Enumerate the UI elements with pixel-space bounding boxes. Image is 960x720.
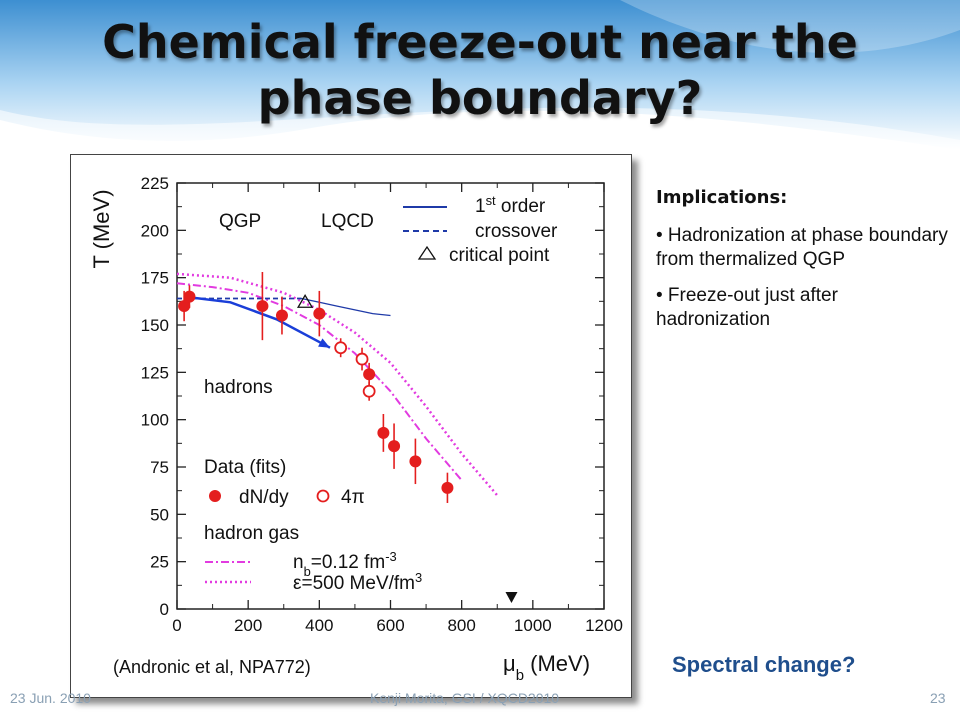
arrow-head bbox=[318, 338, 331, 348]
hadrons-label: hadrons bbox=[204, 377, 273, 398]
legend-crossover: crossover bbox=[475, 221, 558, 242]
implications-heading: Implications: bbox=[656, 187, 788, 208]
implication-bullet-2: • Freeze-out just after hadronization bbox=[656, 285, 838, 330]
x-tick-label: 400 bbox=[305, 616, 333, 635]
first-order-curve bbox=[301, 297, 391, 317]
dndy-point bbox=[409, 455, 422, 468]
implications-box: Implications: • Hadronization at phase b… bbox=[656, 186, 950, 344]
y-tick-label: 175 bbox=[141, 269, 169, 288]
dndy-point bbox=[275, 309, 288, 322]
x-tick-label: 800 bbox=[447, 616, 475, 635]
x-tick-label: 1000 bbox=[514, 616, 552, 635]
dndy-point bbox=[388, 440, 401, 453]
x-tick-label: 1200 bbox=[585, 616, 623, 635]
legend-four-pi-marker bbox=[316, 489, 330, 503]
y-tick-label: 25 bbox=[150, 553, 169, 572]
footer-date: 23 Jun. 2010 bbox=[10, 690, 91, 706]
x-tick-label: 200 bbox=[234, 616, 262, 635]
dndy-point bbox=[313, 307, 326, 320]
dndy-point bbox=[256, 300, 269, 313]
footer-author: Kenji Morita, GSI / XQCD2010 bbox=[370, 690, 560, 706]
legend-first-order: 1st order bbox=[475, 193, 546, 218]
four-pi-point bbox=[334, 341, 348, 355]
y-tick-label: 225 bbox=[141, 174, 169, 193]
epsilon-curve bbox=[176, 272, 499, 497]
title-line-1: Chemical freeze-out near the bbox=[102, 15, 858, 69]
y-tick-label: 75 bbox=[150, 458, 169, 477]
four-pi-point bbox=[362, 384, 376, 398]
implication-bullet-1: • Hadronization at phase boundary from t… bbox=[656, 225, 948, 270]
citation-text: (Andronic et al, NPA772) bbox=[113, 657, 311, 677]
x-tick-label: 0 bbox=[172, 616, 181, 635]
x-axis-label: μb (MeV) bbox=[503, 651, 590, 684]
arrow-line bbox=[183, 295, 331, 349]
footer-page-number: 23 bbox=[930, 690, 946, 706]
y-tick-label: 100 bbox=[141, 411, 169, 430]
freeze-out-chart: 0 200 400 600 800 1000 1200 0 25 50 75 100 125 150 175… bbox=[89, 174, 623, 684]
y-tick-label: 50 bbox=[150, 505, 169, 524]
hadron-gas-label: hadron gas bbox=[204, 523, 299, 544]
y-tick-label: 150 bbox=[141, 316, 169, 335]
chart-panel: 0 200 400 600 800 1000 1200 0 25 50 75 100 125 150 175… bbox=[70, 154, 632, 698]
legend-nb: nb=0.12 fm-3 bbox=[293, 549, 397, 579]
spectral-change-text: Spectral change? bbox=[672, 652, 856, 677]
dndy-point bbox=[178, 300, 191, 313]
dndy-point bbox=[377, 426, 390, 439]
legend-eps: ε=500 MeV/fm3 bbox=[293, 570, 422, 595]
legend-critical-point: critical point bbox=[449, 245, 550, 266]
legend-critical-point-marker bbox=[417, 245, 437, 260]
dndy-point bbox=[441, 481, 454, 494]
title-line-2: phase boundary? bbox=[257, 71, 703, 125]
legend-dndy: dN/dy bbox=[239, 487, 289, 508]
triangle-down-marker bbox=[505, 592, 518, 603]
y-axis-label: T (MeV) bbox=[89, 189, 114, 268]
legend-four-pi: 4π bbox=[341, 487, 365, 508]
data-fits-label: Data (fits) bbox=[204, 457, 286, 478]
y-tick-label: 200 bbox=[141, 221, 169, 240]
critical-point-marker bbox=[296, 293, 314, 308]
lqcd-label: LQCD bbox=[321, 211, 374, 232]
four-pi-point bbox=[355, 352, 369, 366]
qgp-label: QGP bbox=[219, 211, 261, 232]
legend-dndy-marker bbox=[209, 490, 221, 502]
slide-title: Chemical freeze-out near the phase bound… bbox=[0, 14, 960, 126]
dndy-point bbox=[183, 290, 196, 303]
y-tick-label: 125 bbox=[141, 363, 169, 382]
x-tick-label: 600 bbox=[376, 616, 404, 635]
dndy-point bbox=[363, 368, 376, 381]
y-tick-label: 0 bbox=[160, 600, 169, 619]
